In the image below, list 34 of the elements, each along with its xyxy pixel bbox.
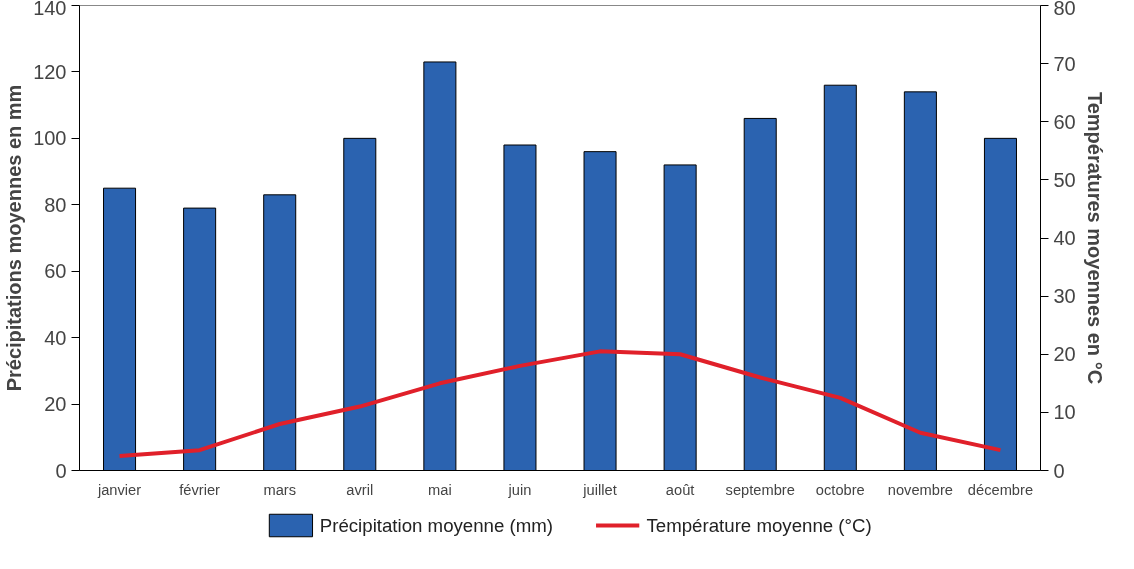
y2-axis-title: Températures moyennes en °C (1083, 91, 1106, 385)
y2-tick-label: 60 (1053, 110, 1076, 133)
y-tick-label: 60 (44, 260, 67, 283)
y-tick-label: 40 (44, 326, 67, 349)
y-tick-label: 80 (44, 193, 67, 216)
y2-tick-label: 0 (1053, 459, 1065, 482)
x-tick-label: janvier (96, 481, 142, 498)
y2-tick-label: 10 (1053, 401, 1076, 424)
y2-tick-label: 40 (1053, 227, 1076, 249)
x-tick-label: février (179, 481, 221, 498)
x-tick-label: novembre (887, 481, 953, 498)
y2-tick-label: 30 (1053, 285, 1076, 308)
x-tick-label: septembre (725, 481, 795, 498)
x-tick-label: mars (263, 481, 296, 498)
x-tick-label: décembre (967, 481, 1034, 498)
y2-tick-label: 80 (1053, 0, 1076, 19)
legend-label: Température moyenne (°C) (646, 515, 872, 536)
line-series (117, 349, 1003, 458)
y2-tick-label: 70 (1053, 52, 1076, 75)
x-tick-label: mai (428, 481, 452, 498)
y-axis-title: Précipitations moyennes en mm (3, 84, 26, 392)
x-tick-label: octobre (815, 481, 865, 498)
x-tick-label: août (665, 481, 695, 498)
y-tick-label: 120 (33, 60, 67, 83)
x-tick-label: avril (346, 481, 374, 498)
legend-label: Précipitation moyenne (mm) (319, 515, 554, 536)
y-tick-label: 140 (33, 0, 67, 19)
x-tick-label: juin (507, 481, 532, 498)
y-tick-label: 0 (55, 459, 67, 482)
x-tick-label: juillet (582, 481, 617, 498)
y2-tick-label: 50 (1053, 168, 1076, 191)
y-tick-label: 100 (33, 127, 67, 150)
y-tick-label: 20 (44, 393, 67, 416)
y2-tick-label: 20 (1053, 343, 1076, 366)
